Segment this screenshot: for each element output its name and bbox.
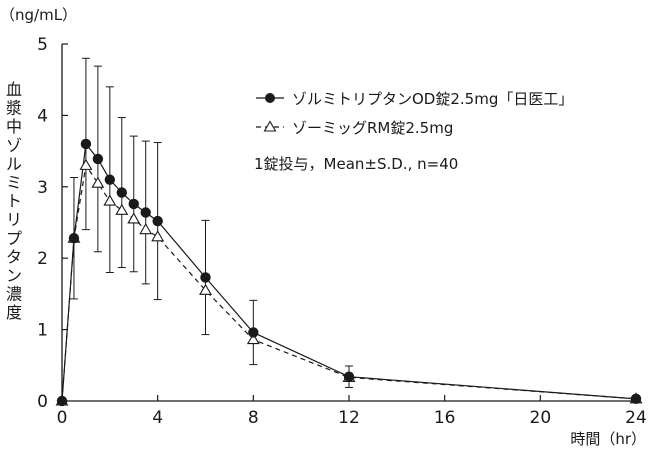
series-1-point [80,138,92,150]
y-tick-label: 1 [37,321,48,341]
series-1-point [152,215,163,227]
y-axis-label-char: ミ [6,173,22,192]
series-1-point [116,187,127,198]
series-2-point [127,212,141,224]
series-2-point [91,176,105,188]
series-2-point [139,223,153,235]
x-tick-label: 8 [248,408,259,428]
markers-group [55,138,643,407]
series-2-point [103,194,117,206]
y-axis-label-char: 濃 [6,285,22,304]
x-axis-label: 時間（hr） [570,430,646,448]
chart-note: 1錠投与，Mean±S.D., n=40 [254,155,458,173]
series-1-point [128,198,139,210]
y-tick-label: 2 [37,249,48,269]
series-1-point [56,395,68,407]
series-2-point [246,332,260,345]
x-tick-label: 24 [625,408,647,428]
series-1-point [92,153,104,165]
series-1-point [200,272,211,283]
y-axis-label-char: 血 [6,80,22,99]
y-axis-label-char: プ [6,229,22,248]
series-line-1 [61,142,637,402]
legend-marker-series-1 [265,93,275,103]
y-axis-label-char: ン [6,266,22,285]
axes-group [61,43,637,402]
y-axis-label-char: タ [6,247,22,266]
x-tick-label: 4 [152,408,163,428]
series-1-point [140,207,151,218]
series-1-point [248,327,259,338]
series-2-point [115,203,129,215]
y-tick-label: 3 [37,178,48,198]
series-1-point [104,174,116,185]
series-2-point [199,283,212,295]
x-tick-label: 20 [530,408,552,428]
y-unit-label: （ng/mL） [0,6,77,24]
series-lines-group [61,142,637,402]
y-tick-label: 4 [37,106,48,126]
legend-label-series-1: ゾルミトリプタンOD錠2.5mg「日医工」 [292,90,573,108]
x-tick-label: 12 [338,408,360,428]
x-tick-label: 0 [57,408,68,428]
series-2-point [79,158,93,170]
x-tick-label: 16 [434,408,456,428]
series-1-point [343,371,355,382]
y-tick-label: 0 [37,392,48,412]
y-axis-label-char: 漿 [6,99,22,118]
series-1-point [630,393,642,405]
y-axis-label-char: ル [6,154,22,173]
y-axis-label-char: ト [6,192,22,211]
errorbars-group [69,57,640,401]
y-axis-label-char: 度 [6,303,22,322]
series-2-point [151,230,165,242]
y-tick-label: 5 [37,35,48,55]
legend-label-series-2: ゾーミッグRM錠2.5mg [292,119,453,137]
series-1-point [68,233,80,244]
legend-marker-series-2 [263,120,277,132]
y-axis-label-char: ゾ [6,136,22,155]
y-axis-label-char: リ [6,210,22,229]
legend: ゾルミトリプタンOD錠2.5mg「日医工」 ゾーミッグRM錠2.5mg [256,90,573,137]
y-axis-label-char: 中 [6,117,22,136]
